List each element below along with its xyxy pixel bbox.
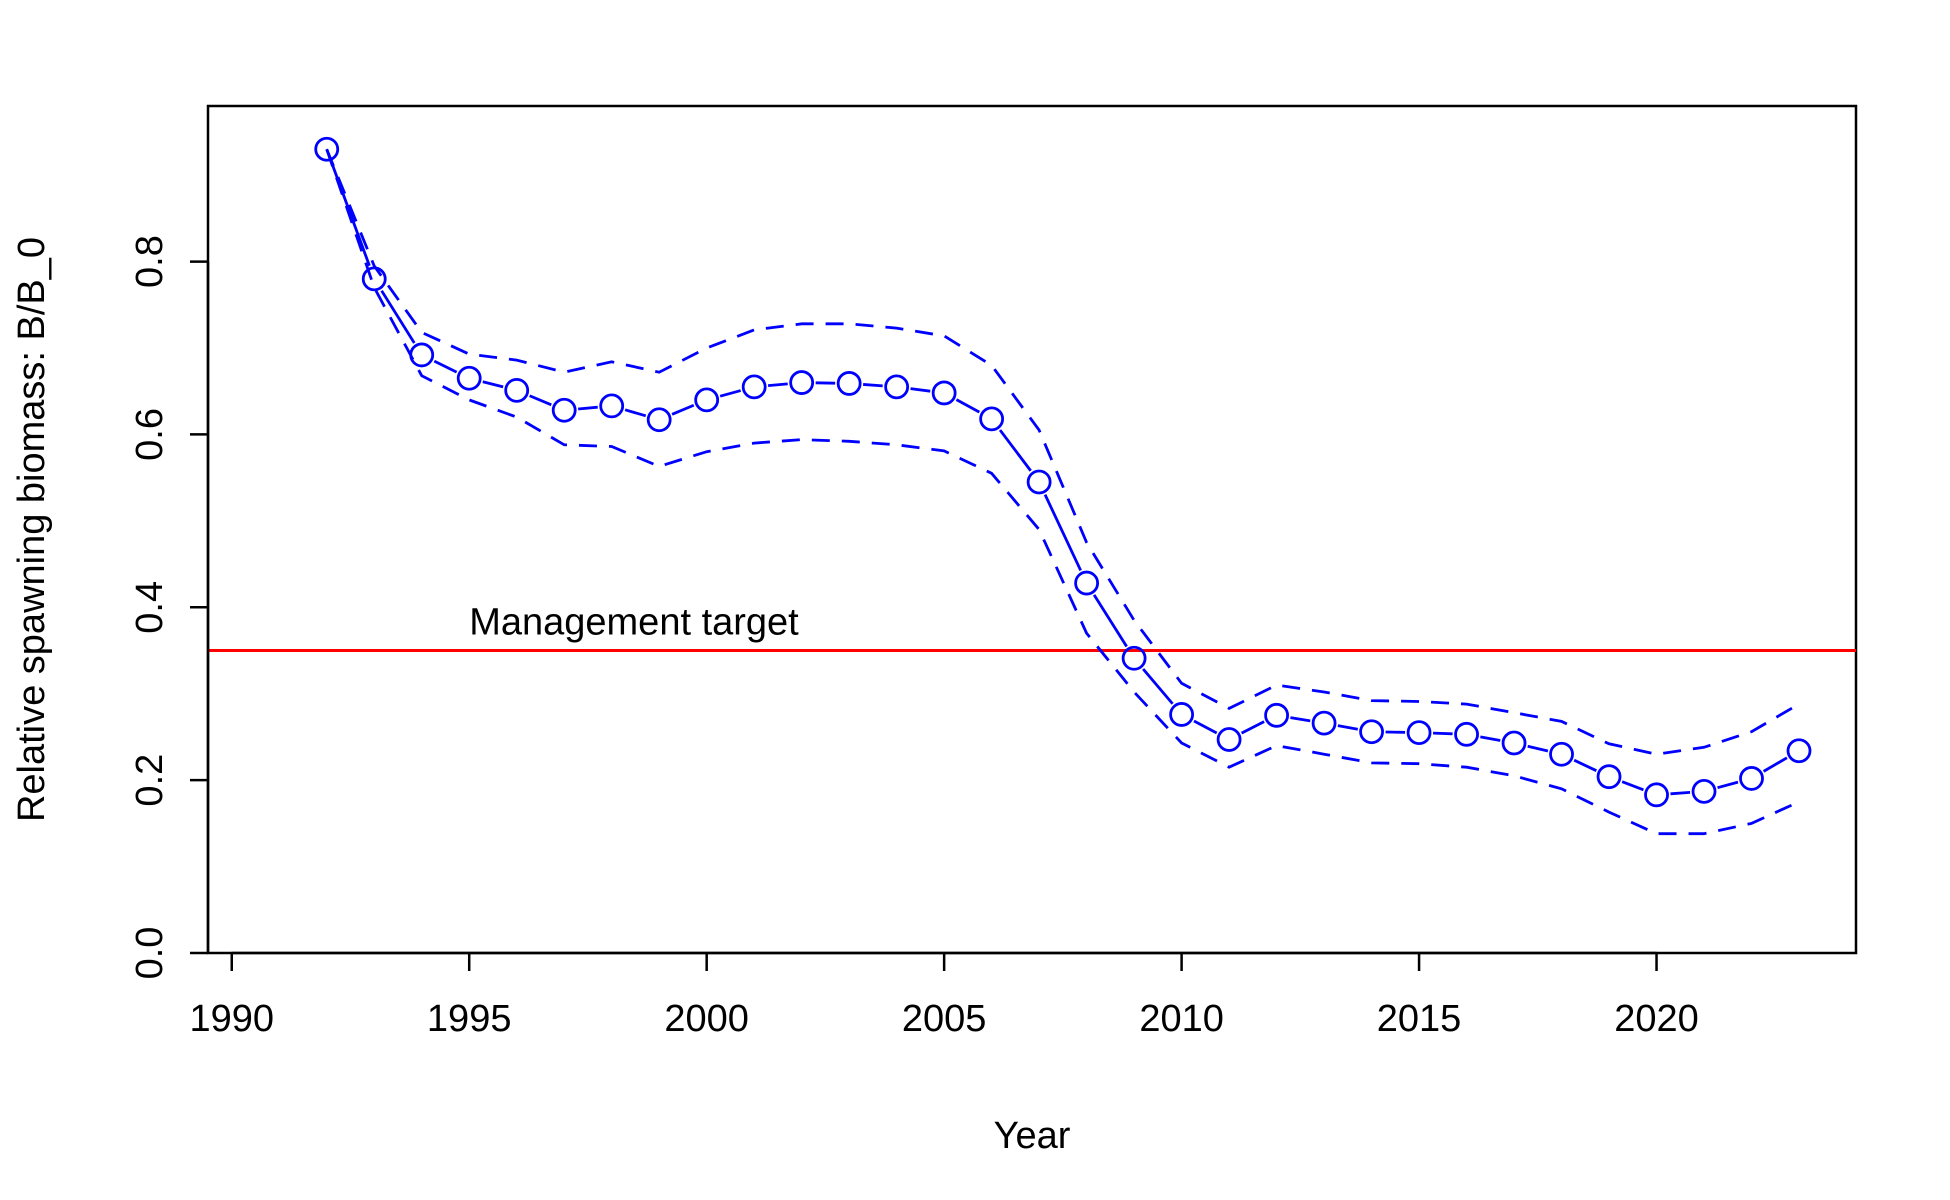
lower-bound-line: [325, 148, 1800, 836]
series-layer: [314, 136, 1812, 808]
data-point: [836, 371, 862, 396]
data-point: [456, 365, 482, 391]
x-tick-label: 2000: [664, 998, 749, 1040]
upper-bound-line: [325, 148, 1800, 756]
data-point: [979, 406, 1005, 432]
series-segment: [719, 389, 742, 398]
series-segment: [1290, 716, 1311, 723]
data-point: [741, 374, 767, 400]
x-axis: 1990 1995 2000 2005 2010 2015 2020: [189, 951, 1699, 1040]
data-point: [884, 374, 910, 400]
data-point: [1026, 469, 1052, 495]
series-segment: [1762, 756, 1788, 773]
data-point: [789, 370, 815, 395]
data-point: [1691, 778, 1717, 804]
series-segment: [1670, 790, 1691, 796]
series-segment: [863, 383, 883, 388]
data-point: [504, 377, 530, 403]
series-segment: [433, 359, 458, 374]
data-point: [1406, 720, 1432, 746]
data-point: [931, 380, 957, 406]
series-segment: [529, 394, 552, 407]
series-segment: [1433, 731, 1453, 736]
data-point: [1121, 645, 1147, 671]
data-point: [646, 407, 672, 433]
series-segment: [1240, 720, 1265, 735]
data-point: [1169, 702, 1195, 727]
y-tick-label: 0.6: [129, 408, 171, 461]
data-point: [1074, 570, 1100, 596]
y-tick-label: 0.4: [129, 581, 171, 634]
data-point: [694, 387, 720, 413]
series-segment: [578, 405, 598, 411]
y-tick-label: 0.0: [129, 927, 171, 980]
x-tick-label: 1990: [189, 998, 274, 1040]
data-point: [361, 266, 387, 292]
series-segment: [1527, 744, 1549, 753]
data-point: [1549, 741, 1574, 767]
data-point: [1644, 782, 1669, 808]
series-segment: [1621, 780, 1644, 792]
series-segment: [955, 398, 981, 414]
y-axis-title: Relative spawning biomass: B/B_0: [11, 237, 53, 822]
x-tick-label: 2020: [1614, 998, 1699, 1040]
series-segment: [482, 380, 504, 389]
data-point: [314, 136, 340, 162]
plot-frame: [206, 104, 1858, 955]
data-point: [1501, 730, 1527, 756]
x-tick-label: 2015: [1377, 998, 1462, 1040]
data-point: [409, 342, 435, 368]
series-segment: [1193, 719, 1218, 735]
series-segment: [1092, 594, 1128, 648]
series-segment: [624, 408, 647, 418]
data-point: [1786, 738, 1812, 764]
data-point: [1359, 719, 1384, 745]
y-tick-label: 0.2: [129, 754, 171, 807]
data-point: [1311, 710, 1337, 736]
series-segment: [1337, 724, 1359, 731]
data-point: [1454, 721, 1479, 747]
series-segment: [998, 429, 1032, 472]
series-segment: [380, 289, 416, 344]
series-segment: [1142, 668, 1174, 705]
confidence-band-layer: [325, 148, 1800, 836]
x-tick-label: 2010: [1139, 998, 1224, 1040]
data-point: [1596, 764, 1622, 790]
management-target-label: Management target: [469, 602, 799, 644]
data-point: [1739, 766, 1764, 791]
series-segment: [671, 403, 695, 416]
x-tick-label: 1995: [427, 998, 512, 1040]
x-axis-title: Year: [994, 1115, 1071, 1157]
series-segment: [1573, 758, 1597, 772]
data-point: [551, 397, 577, 423]
series-segment: [767, 382, 788, 388]
y-axis: 0.0 0.2 0.4 0.6 0.8: [129, 235, 210, 980]
y-tick-label: 0.8: [129, 235, 171, 288]
series-segment: [330, 161, 371, 267]
series-segment: [1717, 780, 1739, 790]
data-point: [599, 393, 625, 419]
data-point: [1216, 727, 1242, 752]
x-tick-label: 2005: [902, 998, 987, 1040]
series-segment: [1480, 735, 1501, 742]
series-segment: [910, 387, 931, 393]
series-segment: [1043, 494, 1082, 572]
data-point: [1264, 702, 1289, 728]
